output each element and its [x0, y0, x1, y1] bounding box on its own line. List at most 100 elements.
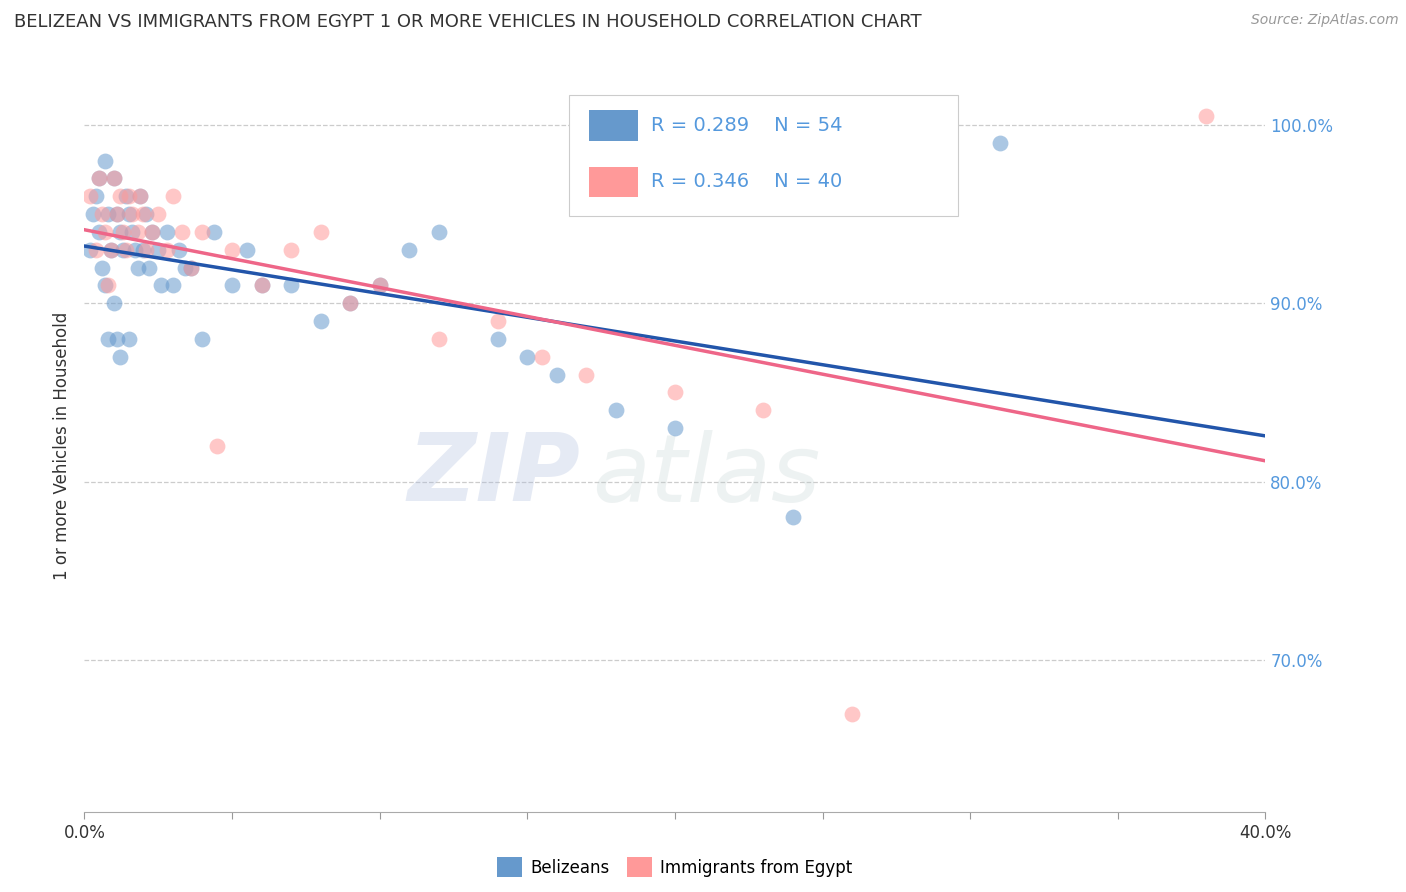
- Point: [309, 225, 332, 239]
- Point: [127, 225, 149, 239]
- Point: [132, 243, 155, 257]
- Point: [1195, 109, 1218, 123]
- Point: [118, 207, 141, 221]
- Point: [138, 260, 160, 275]
- Point: [97, 332, 120, 346]
- Point: [127, 260, 149, 275]
- Point: [97, 207, 120, 221]
- Point: [121, 207, 143, 221]
- Point: [427, 225, 450, 239]
- Point: [118, 189, 141, 203]
- Point: [135, 207, 157, 221]
- Point: [664, 421, 686, 435]
- Point: [841, 706, 863, 721]
- Point: [84, 189, 107, 203]
- Point: [118, 332, 141, 346]
- Point: [221, 278, 243, 293]
- Point: [202, 225, 225, 239]
- Point: [91, 260, 114, 275]
- Point: [89, 171, 111, 186]
- Point: [108, 189, 131, 203]
- Point: [97, 278, 120, 293]
- Point: [148, 207, 170, 221]
- Point: [180, 260, 202, 275]
- Point: [94, 153, 117, 168]
- Point: [108, 225, 131, 239]
- Point: [250, 278, 273, 293]
- Point: [129, 189, 152, 203]
- Point: [79, 189, 101, 203]
- Point: [546, 368, 568, 382]
- Point: [103, 171, 125, 186]
- Point: [398, 243, 420, 257]
- Point: [173, 260, 195, 275]
- Point: [427, 332, 450, 346]
- Point: [132, 207, 155, 221]
- Point: [89, 225, 111, 239]
- Point: [103, 171, 125, 186]
- Text: BELIZEAN VS IMMIGRANTS FROM EGYPT 1 OR MORE VEHICLES IN HOUSEHOLD CORRELATION CH: BELIZEAN VS IMMIGRANTS FROM EGYPT 1 OR M…: [14, 13, 922, 31]
- FancyBboxPatch shape: [589, 111, 638, 141]
- Point: [82, 207, 104, 221]
- Point: [205, 439, 228, 453]
- Point: [111, 225, 134, 239]
- Point: [100, 243, 122, 257]
- Point: [100, 243, 122, 257]
- Point: [368, 278, 391, 293]
- Point: [162, 278, 184, 293]
- Point: [339, 296, 361, 310]
- Point: [236, 243, 259, 257]
- Point: [988, 136, 1011, 150]
- Point: [191, 332, 214, 346]
- Point: [167, 243, 190, 257]
- Point: [486, 314, 509, 328]
- Point: [368, 278, 391, 293]
- Text: R = 0.289    N = 54: R = 0.289 N = 54: [651, 116, 842, 135]
- Point: [105, 207, 128, 221]
- Point: [752, 403, 775, 417]
- Point: [105, 207, 128, 221]
- Point: [89, 171, 111, 186]
- Point: [129, 189, 152, 203]
- Point: [516, 350, 538, 364]
- Point: [91, 207, 114, 221]
- Point: [250, 278, 273, 293]
- Point: [162, 189, 184, 203]
- Point: [94, 278, 117, 293]
- Point: [121, 225, 143, 239]
- Point: [103, 296, 125, 310]
- Point: [280, 278, 302, 293]
- Legend: Belizeans, Immigrants from Egypt: Belizeans, Immigrants from Egypt: [491, 850, 859, 884]
- Point: [191, 225, 214, 239]
- Point: [141, 225, 163, 239]
- Point: [156, 243, 179, 257]
- Point: [575, 368, 598, 382]
- Point: [156, 225, 179, 239]
- Point: [135, 243, 157, 257]
- Point: [339, 296, 361, 310]
- Text: R = 0.346    N = 40: R = 0.346 N = 40: [651, 172, 842, 192]
- Point: [280, 243, 302, 257]
- Y-axis label: 1 or more Vehicles in Household: 1 or more Vehicles in Household: [53, 312, 72, 580]
- Point: [782, 510, 804, 524]
- Point: [124, 243, 146, 257]
- Point: [486, 332, 509, 346]
- FancyBboxPatch shape: [568, 95, 959, 216]
- Point: [108, 350, 131, 364]
- Point: [180, 260, 202, 275]
- Point: [309, 314, 332, 328]
- Point: [114, 243, 136, 257]
- Point: [148, 243, 170, 257]
- Point: [94, 225, 117, 239]
- Point: [84, 243, 107, 257]
- Point: [141, 225, 163, 239]
- Point: [150, 278, 173, 293]
- Point: [111, 243, 134, 257]
- Point: [221, 243, 243, 257]
- Text: ZIP: ZIP: [408, 429, 581, 521]
- Point: [530, 350, 553, 364]
- Point: [105, 332, 128, 346]
- FancyBboxPatch shape: [589, 167, 638, 197]
- Point: [79, 243, 101, 257]
- Point: [114, 189, 136, 203]
